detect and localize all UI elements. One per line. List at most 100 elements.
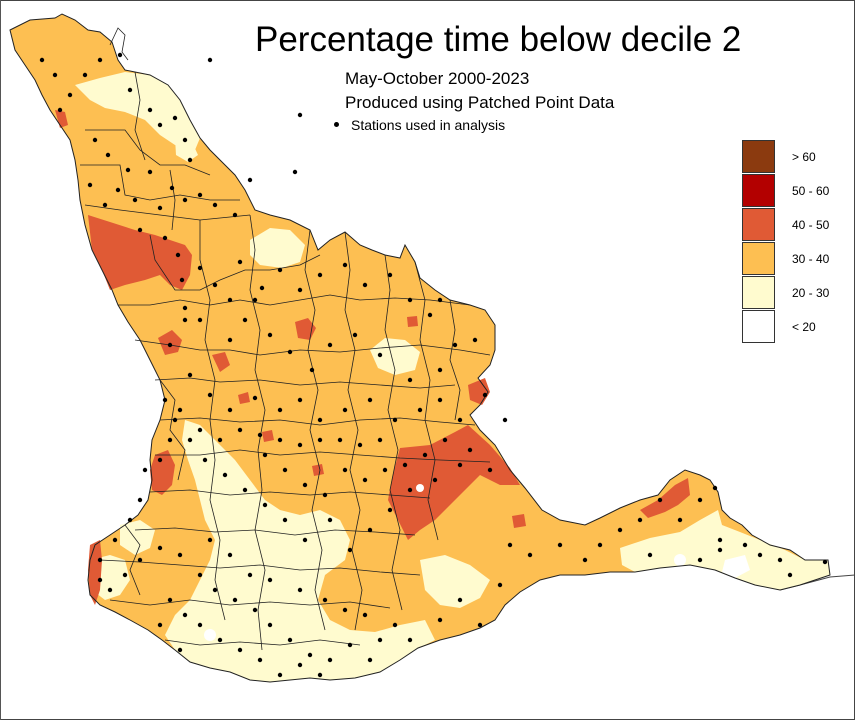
station-dot xyxy=(232,212,238,218)
station-dot xyxy=(342,607,348,613)
station-dot xyxy=(187,372,193,378)
legend-label: < 20 xyxy=(792,320,816,334)
station-dot xyxy=(482,392,488,398)
station-dot xyxy=(322,492,328,498)
station-dot xyxy=(157,622,163,628)
station-dot xyxy=(257,432,263,438)
station-dot xyxy=(677,517,683,523)
station-dot xyxy=(407,637,413,643)
station-dot xyxy=(122,572,128,578)
legend-swatch xyxy=(742,276,775,309)
station-dot xyxy=(142,467,148,473)
station-dot xyxy=(387,507,393,513)
station-dot xyxy=(267,622,273,628)
station-dot xyxy=(407,487,413,493)
station-dot xyxy=(242,487,248,493)
station-dot xyxy=(712,485,718,491)
legend-swatch xyxy=(742,174,775,207)
station-dot xyxy=(197,572,203,578)
station-dot xyxy=(237,427,243,433)
station-dot xyxy=(127,87,133,93)
station-dot xyxy=(457,462,463,468)
station-dot xyxy=(217,637,223,643)
station-dot xyxy=(407,297,413,303)
station-dot xyxy=(442,437,448,443)
station-dot xyxy=(207,57,213,63)
station-dot xyxy=(107,587,113,593)
station-dot xyxy=(197,427,203,433)
station-dot xyxy=(287,349,293,355)
station-dot xyxy=(105,152,111,158)
station-dot xyxy=(212,587,218,593)
station-dot xyxy=(197,265,203,271)
station-dot xyxy=(302,537,308,543)
station-dot xyxy=(352,332,358,338)
station-dot xyxy=(207,392,213,398)
station-dot xyxy=(172,417,178,423)
station-dot xyxy=(179,277,185,283)
station-dot xyxy=(102,202,108,208)
station-dot xyxy=(262,452,268,458)
station-dot xyxy=(92,137,98,143)
station-dot xyxy=(362,477,368,483)
station-dot xyxy=(367,397,373,403)
station-dot xyxy=(457,417,463,423)
station-dot xyxy=(169,185,175,191)
station-dot xyxy=(432,477,438,483)
station-dot xyxy=(115,187,121,193)
station-dot xyxy=(787,572,793,578)
station-dot xyxy=(387,272,393,278)
legend-label: 40 - 50 xyxy=(792,218,830,232)
station-dot xyxy=(97,577,103,583)
station-dot xyxy=(502,417,508,423)
station-dot xyxy=(342,262,348,268)
station-dot xyxy=(327,517,333,523)
station-dot xyxy=(507,542,513,548)
district-boundaries xyxy=(80,27,491,651)
station-dot xyxy=(367,527,373,533)
station-dot xyxy=(227,297,233,303)
station-dot xyxy=(322,597,328,603)
station-dot xyxy=(147,107,153,113)
station-dot xyxy=(297,112,303,118)
legend-label: 50 - 60 xyxy=(792,184,830,198)
station-dot xyxy=(777,557,783,563)
station-dot xyxy=(137,227,143,233)
station-dot xyxy=(187,157,193,163)
station-dot xyxy=(132,197,138,203)
station-dot xyxy=(757,552,763,558)
station-dot xyxy=(417,407,423,413)
station-dot xyxy=(377,352,383,358)
station-dot xyxy=(717,537,723,543)
station-dot xyxy=(125,167,131,173)
station-dot xyxy=(177,407,183,413)
station-dot xyxy=(137,497,143,503)
station-dot xyxy=(82,72,88,78)
map-title: Percentage time below decile 2 xyxy=(255,20,742,59)
station-dot xyxy=(252,607,258,613)
legend-label: > 60 xyxy=(792,150,816,164)
map-source: Produced using Patched Point Data xyxy=(345,93,615,112)
station-dot xyxy=(182,305,188,311)
station-dot xyxy=(282,517,288,523)
station-dot xyxy=(242,317,248,323)
station-dot xyxy=(267,332,273,338)
legend-swatch xyxy=(742,242,775,275)
station-dot xyxy=(252,297,258,303)
station-dot xyxy=(182,612,188,618)
station-dot xyxy=(357,442,363,448)
station-dot xyxy=(347,642,353,648)
station-dot xyxy=(617,527,623,533)
station-dot xyxy=(527,552,533,558)
station-dot xyxy=(497,582,503,588)
station-dot xyxy=(187,437,193,443)
station-dot xyxy=(167,342,173,348)
station-dot xyxy=(247,177,253,183)
station-dot xyxy=(237,259,243,265)
station-dot xyxy=(237,647,243,653)
station-dot xyxy=(437,367,443,373)
station-dot xyxy=(127,517,133,523)
station-dot xyxy=(157,122,163,128)
station-dot xyxy=(437,397,443,403)
station-dot xyxy=(67,92,73,98)
